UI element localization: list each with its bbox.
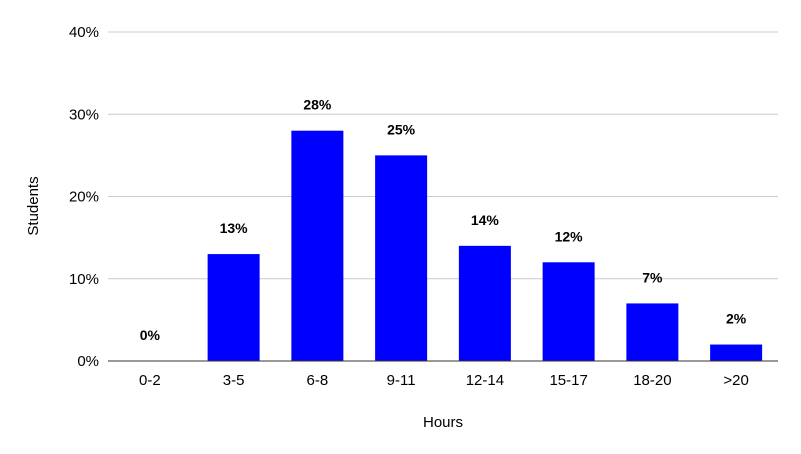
x-tick-label: 3-5: [223, 372, 245, 389]
y-tick-label: 10%: [69, 271, 99, 288]
x-tick-label: 9-11: [387, 372, 416, 389]
x-axis-title: Hours: [423, 414, 463, 431]
data-labels: 0% 13% 28% 25% 14% 12% 7% 2%: [140, 97, 747, 343]
bar: [458, 245, 511, 361]
bar: [710, 344, 763, 361]
x-tick-label: 6-8: [307, 372, 329, 389]
bar: [375, 155, 428, 361]
y-axis-tick-labels: 0% 10% 20% 30% 40%: [69, 24, 99, 370]
y-tick-label: 0%: [77, 353, 99, 370]
bar: [542, 262, 595, 361]
bar: [291, 130, 344, 361]
x-tick-label: >20: [723, 372, 748, 389]
x-tick-label: 0-2: [139, 372, 161, 389]
x-tick-label: 18-20: [633, 372, 671, 389]
bar: [207, 254, 260, 361]
data-label: 25%: [387, 121, 416, 137]
gridlines: [108, 31, 778, 280]
bar: [626, 303, 679, 361]
data-label: 14%: [471, 212, 500, 228]
data-label: 13%: [220, 220, 249, 236]
x-tick-label: 12-14: [466, 372, 504, 389]
y-tick-label: 40%: [69, 24, 99, 41]
y-tick-label: 20%: [69, 189, 99, 206]
data-label: 7%: [642, 269, 663, 285]
x-axis-tick-labels: 0-2 3-5 6-8 9-11 12-14 15-17 18-20 >20: [139, 372, 749, 389]
bars: [207, 130, 763, 361]
data-label: 12%: [555, 228, 584, 244]
y-axis-title: Students: [25, 176, 42, 235]
data-label: 28%: [303, 97, 332, 113]
data-label: 2%: [726, 311, 747, 327]
x-tick-label: 15-17: [549, 372, 587, 389]
y-tick-label: 30%: [69, 106, 99, 123]
data-label: 0%: [140, 327, 161, 343]
